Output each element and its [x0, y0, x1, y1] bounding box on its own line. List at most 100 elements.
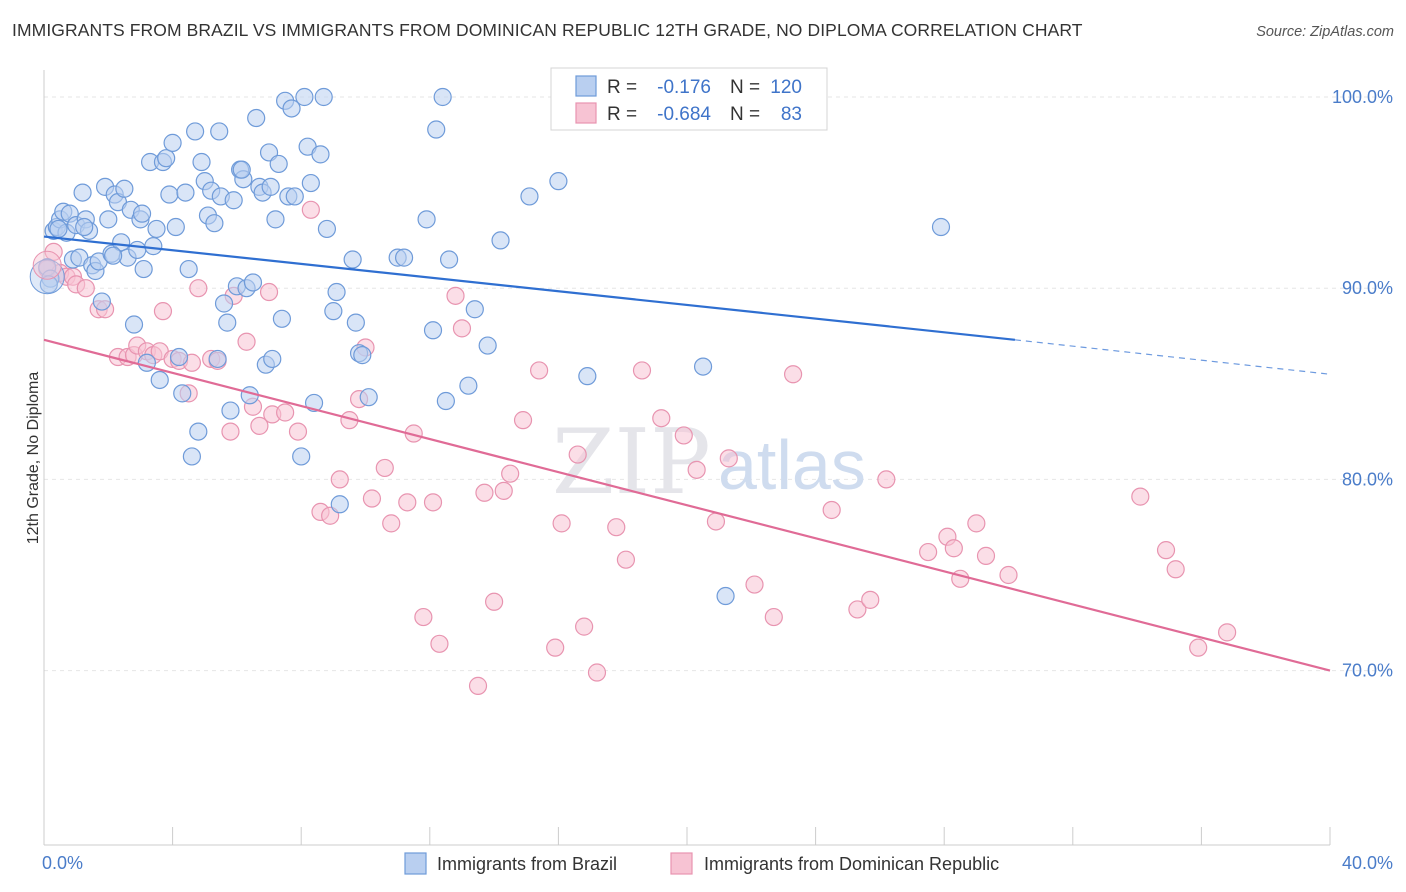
point-brazil	[439, 250, 459, 269]
point-brazil	[210, 122, 229, 141]
point-brazil	[465, 300, 484, 319]
point-brazil	[459, 376, 478, 395]
trend-line-dominican-republic	[43, 338, 1331, 672]
point-brazil	[247, 108, 266, 128]
point-brazil	[436, 391, 455, 411]
point-brazil	[75, 217, 94, 237]
y-axis-label: 12th Grade, No Diploma	[25, 372, 42, 545]
point-brazil	[224, 191, 243, 210]
x-tick-labels: 0.0% 40.0%	[42, 853, 1393, 873]
point-dominican-republic	[330, 470, 349, 489]
point-dominican-republic	[999, 565, 1018, 585]
point-brazil	[423, 321, 443, 340]
y-tick-label: 90.0%	[1342, 278, 1393, 298]
point-brazil	[169, 347, 189, 367]
point-dominican-republic	[259, 282, 279, 302]
legend-n-value-1: 120	[770, 77, 802, 98]
point-brazil	[292, 447, 311, 466]
point-brazil	[92, 292, 111, 311]
trend-line-brazil-extension	[1014, 339, 1331, 375]
point-dominican-republic	[276, 403, 295, 422]
y-tick-label: 100.0%	[1332, 87, 1393, 107]
point-brazil	[124, 315, 144, 334]
point-brazil	[353, 346, 372, 365]
point-brazil	[39, 275, 58, 294]
point-dominican-republic	[76, 279, 95, 298]
point-dominican-republic	[632, 361, 652, 380]
point-dominican-republic	[1156, 541, 1176, 560]
point-dominican-republic	[513, 411, 533, 430]
point-brazil	[693, 357, 713, 376]
point-dominican-republic	[1189, 638, 1208, 657]
point-dominican-republic	[616, 550, 636, 569]
y-tick-label: 80.0%	[1342, 469, 1393, 489]
point-brazil	[346, 313, 365, 332]
legend-n-label-2: N =	[730, 104, 760, 125]
point-dominican-republic	[288, 422, 308, 441]
point-brazil	[147, 219, 166, 239]
bottom-legend-label-brazil: Immigrants from Brazil	[437, 854, 617, 874]
point-brazil	[160, 185, 179, 204]
point-dominican-republic	[568, 445, 587, 464]
legend-n-label-1: N =	[730, 77, 760, 98]
point-brazil	[115, 179, 134, 198]
legend-r-label-1: R =	[607, 77, 637, 98]
point-dominican-republic	[446, 286, 465, 305]
point-dominican-republic	[745, 575, 764, 594]
point-brazil	[205, 214, 224, 233]
point-dominican-republic	[919, 542, 938, 562]
point-brazil	[285, 187, 304, 206]
point-dominican-republic	[530, 361, 549, 380]
point-dominican-republic	[375, 458, 394, 478]
point-dominican-republic	[877, 470, 896, 489]
point-brazil	[931, 217, 951, 237]
watermark-atlas: atlas	[718, 426, 866, 504]
point-dominican-republic	[546, 638, 565, 657]
point-dominican-republic	[674, 426, 693, 445]
point-brazil	[150, 370, 169, 390]
point-dominican-republic	[587, 663, 607, 682]
point-brazil	[266, 210, 285, 229]
point-dominican-republic	[607, 518, 626, 537]
point-dominican-republic	[494, 481, 513, 500]
point-dominican-republic	[783, 365, 803, 384]
point-dominican-republic	[301, 200, 320, 219]
point-brazil	[166, 217, 185, 237]
point-dominican-republic	[1218, 623, 1237, 642]
point-dominican-republic	[652, 409, 671, 428]
data-points	[29, 87, 1237, 695]
point-dominican-republic	[764, 607, 783, 627]
point-dominican-republic	[552, 514, 571, 533]
point-brazil	[549, 172, 568, 191]
point-brazil	[311, 145, 330, 164]
point-brazil	[343, 250, 362, 269]
y-tick-labels: 100.0% 90.0% 80.0% 70.0%	[1332, 87, 1393, 681]
point-dominican-republic	[250, 416, 269, 435]
point-brazil	[221, 401, 240, 420]
point-dominican-republic	[706, 512, 726, 531]
point-brazil	[263, 349, 282, 369]
x-tick-label: 0.0%	[42, 853, 83, 873]
point-brazil	[330, 495, 349, 514]
legend-r-value-1: -0.176	[657, 77, 711, 98]
chart-title: IMMIGRANTS FROM BRAZIL VS IMMIGRANTS FRO…	[12, 20, 1083, 40]
point-brazil	[208, 349, 227, 369]
point-brazil	[301, 173, 320, 193]
bottom-legend-swatch-dr	[670, 852, 693, 875]
point-brazil	[282, 99, 301, 118]
point-brazil	[261, 177, 280, 196]
point-brazil	[295, 87, 314, 107]
point-brazil	[269, 154, 288, 174]
legend-r-value-2: -0.684	[657, 104, 711, 125]
point-dominican-republic	[1131, 487, 1150, 506]
point-dominican-republic	[976, 546, 996, 565]
point-dominican-republic	[452, 319, 472, 338]
point-dominican-republic	[687, 460, 706, 479]
trend-line-brazil	[43, 235, 1016, 341]
point-dominican-republic	[575, 617, 594, 636]
point-dominican-republic	[1166, 560, 1185, 579]
point-brazil	[232, 160, 251, 179]
point-brazil	[176, 183, 195, 202]
point-brazil	[173, 384, 192, 403]
